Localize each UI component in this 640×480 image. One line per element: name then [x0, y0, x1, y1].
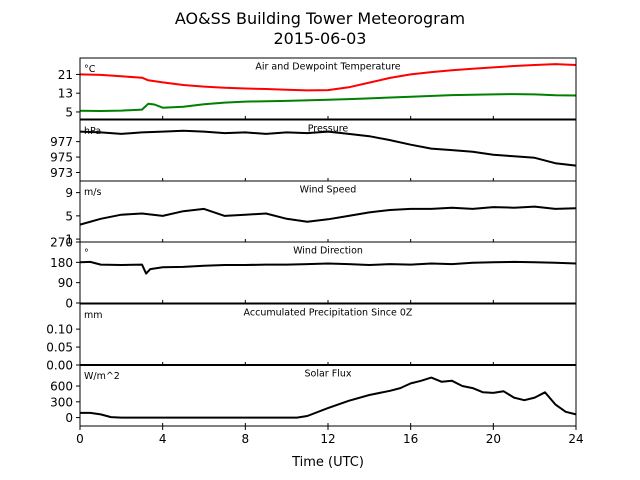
panel-unit-label: hPa [84, 126, 101, 137]
x-tick-label: 0 [76, 432, 84, 446]
panel-6-series-1-line [80, 376, 577, 419]
panel-title: Air and Dewpoint Temperature [255, 62, 400, 73]
y-tick-label: 21 [58, 68, 73, 82]
y-tick-label: 0 [65, 411, 73, 425]
y-tick-label: 975 [50, 151, 73, 165]
y-tick-label: 0.10 [46, 323, 73, 337]
panel-unit-label: mm [84, 310, 103, 321]
panel-unit-label: °C [84, 64, 96, 75]
y-tick-label: 5 [65, 209, 73, 223]
panel-unit-label: W/m^2 [84, 371, 120, 382]
panel-title: Wind Speed [300, 185, 357, 196]
x-tick-label: 20 [486, 432, 501, 446]
y-tick-label: 9 [65, 186, 73, 200]
x-tick-label: 12 [320, 432, 335, 446]
y-tick-label: 0 [65, 297, 73, 311]
y-tick-label: 977 [50, 135, 73, 149]
x-tick-label: 16 [403, 432, 418, 446]
panel-unit-label: ° [84, 248, 89, 259]
x-tick-label: 24 [568, 432, 583, 446]
figure-subtitle: 2015-06-03 [274, 29, 367, 48]
y-tick-label: 600 [50, 380, 73, 394]
panel-3-series-1-line [79, 205, 577, 226]
y-tick-label: 973 [50, 166, 73, 180]
y-tick-label: 5 [65, 105, 73, 119]
panel-4: 0 90 180 270 ° Wind Direction [50, 236, 577, 311]
panel-2-series-1-line [79, 129, 577, 167]
x-axis-label: Time (UTC) [291, 455, 364, 470]
panel-1: 5 13 21 °C Air and Dewpoint Temperature [58, 57, 577, 120]
figure-title: AO&SS Building Tower Meteorogram [175, 9, 465, 28]
y-tick-label: 0.05 [46, 341, 73, 355]
panel-1-series-2-line [79, 93, 577, 112]
y-tick-label: 1 [65, 233, 73, 247]
y-tick-label: 0.00 [46, 359, 73, 373]
panel-title: Accumulated Precipitation Since 0Z [244, 308, 413, 319]
y-tick-label: 300 [50, 395, 73, 409]
panel-1-series-1-line [79, 63, 577, 92]
panel-title: Wind Direction [293, 246, 363, 257]
y-tick-label: 90 [58, 276, 73, 290]
x-tick-label: 8 [242, 432, 250, 446]
panel-title: Solar Flux [305, 369, 352, 380]
y-tick-label: 180 [50, 256, 73, 270]
y-tick-label: 13 [58, 87, 73, 101]
panel-5: 0.00 0.05 0.10 mm Accumulated Precipitation … [46, 303, 577, 373]
panel-4-series-1-line [79, 260, 577, 275]
panel-unit-label: m/s [84, 187, 101, 198]
x-axis: 0 4 8 12 16 20 24 [76, 426, 584, 446]
panel-title: Pressure [308, 124, 349, 135]
x-tick-label: 4 [159, 432, 167, 446]
panel-3: 1 5 9 m/s Wind Speed [65, 180, 577, 247]
y-tick-label: 270 [50, 236, 73, 250]
